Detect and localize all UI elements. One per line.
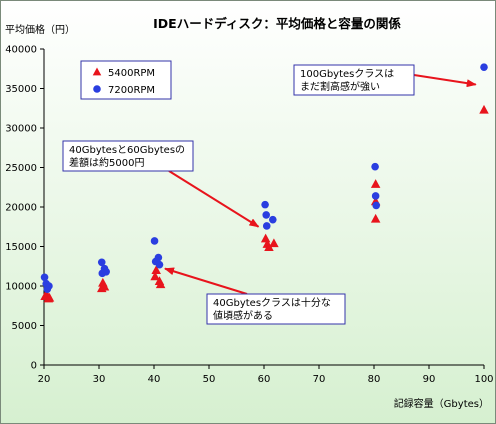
x-tick-label: 30: [93, 374, 106, 385]
x-tick-label: 20: [38, 374, 51, 385]
data-point-7200rpm: [372, 201, 381, 210]
data-point-5400rpm: [479, 104, 489, 114]
data-point-5400rpm: [264, 242, 274, 252]
y-tick-label: 10000: [5, 282, 37, 293]
data-point-5400rpm: [99, 281, 110, 291]
x-tick-label: 80: [368, 374, 381, 385]
data-point-5400rpm: [370, 213, 381, 223]
data-point-5400rpm: [370, 179, 381, 188]
legend-box: [80, 60, 172, 100]
legend-marker-5400rpm: [92, 67, 102, 76]
y-tick-label: 0: [31, 361, 37, 372]
x-tick-label: 70: [313, 374, 326, 385]
data-point-5400rpm: [150, 271, 160, 281]
data-point-7200rpm: [262, 211, 271, 219]
data-point-7200rpm: [269, 215, 277, 224]
annotation-text: 40Gbytesと60Gbytesの: [69, 144, 185, 156]
plot-area: 20 30 40 50 60 70 80 90 100 0 5000 10000 15000 20000 2…: [5, 45, 493, 386]
data-point-5400rpm: [260, 233, 271, 243]
annotation-text: 差額は約5000円: [69, 156, 144, 169]
data-point-7200rpm: [150, 237, 159, 245]
x-tick-label: 40: [148, 374, 161, 385]
legend-label: 5400RPM: [108, 68, 155, 79]
x-tick-label: 100: [474, 374, 493, 385]
annotation-text: 値頃感がある: [213, 309, 273, 322]
annotation-arrow: [164, 267, 248, 295]
annotation-text: 40Gbytesクラスは十分な: [213, 296, 331, 309]
data-point-7200rpm: [371, 192, 380, 200]
y-tick-label: 5000: [12, 321, 37, 332]
annotation-box: [62, 140, 194, 172]
y-tick-label: 25000: [5, 163, 37, 174]
annotation-text: 100Gbytesクラスは: [300, 68, 394, 80]
x-tick-label: 90: [423, 374, 436, 385]
y-tick-label: 35000: [5, 84, 37, 95]
data-point-5400rpm: [44, 292, 55, 302]
annotation-box: [206, 293, 346, 325]
annotation-text: まだ割高感が強い: [300, 80, 380, 93]
y-tick-label: 30000: [5, 124, 37, 135]
data-point-7200rpm: [102, 267, 110, 276]
chart-title: IDEハードディスク：平均価格と容量の関係: [153, 16, 401, 31]
y-tick-label: 20000: [5, 203, 37, 214]
data-point-5400rpm: [155, 279, 166, 289]
data-point-7200rpm: [154, 253, 163, 262]
legend-label: 7200RPM: [108, 85, 155, 96]
data-point-5400rpm: [151, 265, 161, 274]
data-point-7200rpm: [371, 162, 379, 171]
x-axis-title: 記録容量（Gbytes）: [394, 397, 489, 410]
data-point-7200rpm: [155, 260, 164, 269]
data-point-5400rpm: [269, 238, 279, 248]
y-axis-title: 平均価格（円）: [5, 23, 75, 36]
y-tick-label: 40000: [5, 45, 37, 56]
data-point-7200rpm: [97, 258, 106, 267]
annotation-box: [293, 64, 415, 96]
y-tick-label: 15000: [5, 242, 37, 253]
x-tick-label: 50: [203, 374, 216, 385]
legend-marker-7200rpm: [93, 85, 101, 93]
x-tick-label: 60: [258, 374, 271, 385]
annotation-arrow: [413, 74, 477, 88]
data-point-7200rpm: [262, 222, 271, 230]
annotation-arrow: [168, 170, 260, 228]
data-point-7200rpm: [261, 200, 269, 209]
data-point-7200rpm: [40, 273, 49, 282]
data-point-7200rpm: [480, 63, 488, 71]
data-point-7200rpm: [45, 282, 53, 290]
